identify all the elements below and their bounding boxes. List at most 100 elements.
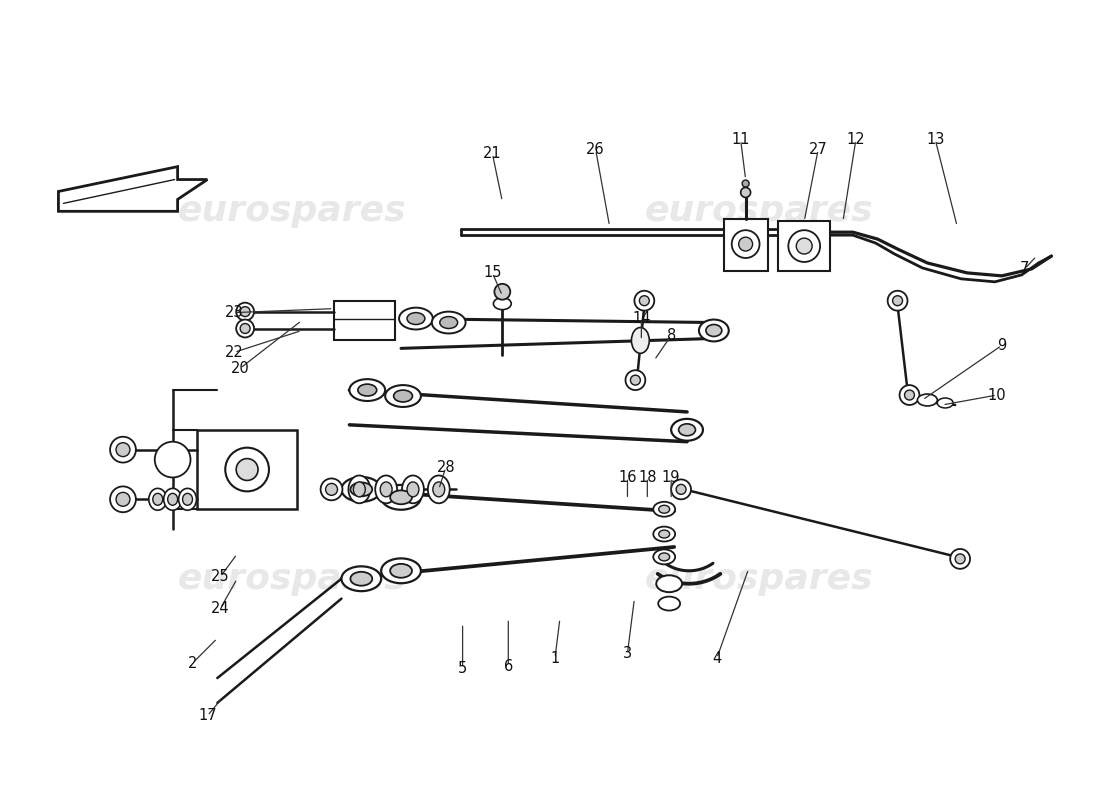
Circle shape: [950, 549, 970, 569]
Text: 1: 1: [550, 650, 560, 666]
Text: 28: 28: [437, 460, 455, 475]
Circle shape: [740, 187, 750, 198]
Text: eurospares: eurospares: [645, 562, 873, 596]
Ellipse shape: [350, 379, 385, 401]
Circle shape: [904, 390, 914, 400]
Text: 13: 13: [926, 132, 945, 147]
Ellipse shape: [394, 390, 412, 402]
Text: 5: 5: [458, 661, 468, 676]
Ellipse shape: [706, 325, 722, 337]
Text: 12: 12: [847, 132, 866, 147]
Ellipse shape: [440, 317, 458, 329]
Ellipse shape: [679, 424, 695, 436]
Circle shape: [110, 437, 136, 462]
Ellipse shape: [381, 482, 392, 497]
Ellipse shape: [658, 597, 680, 610]
Text: 6: 6: [504, 658, 513, 674]
Ellipse shape: [653, 526, 675, 542]
Text: 9: 9: [998, 338, 1006, 353]
Ellipse shape: [653, 502, 675, 517]
Circle shape: [630, 375, 640, 385]
Ellipse shape: [349, 475, 371, 503]
Ellipse shape: [178, 488, 197, 510]
Ellipse shape: [358, 384, 376, 396]
Text: eurospares: eurospares: [177, 194, 406, 228]
Circle shape: [236, 302, 254, 321]
Text: 8: 8: [667, 328, 675, 343]
Circle shape: [626, 370, 646, 390]
Ellipse shape: [399, 308, 432, 330]
Circle shape: [888, 290, 907, 310]
Ellipse shape: [385, 385, 421, 407]
Circle shape: [671, 479, 691, 499]
Ellipse shape: [148, 488, 167, 510]
Circle shape: [900, 385, 920, 405]
Text: 17: 17: [198, 708, 217, 723]
Text: 26: 26: [586, 142, 605, 158]
Ellipse shape: [351, 572, 372, 586]
Text: 18: 18: [638, 470, 657, 485]
Text: 25: 25: [211, 570, 230, 584]
Circle shape: [240, 306, 250, 317]
Text: 2: 2: [188, 656, 197, 670]
Text: 14: 14: [632, 311, 650, 326]
Ellipse shape: [153, 494, 163, 506]
Circle shape: [892, 296, 902, 306]
Circle shape: [676, 485, 686, 494]
Ellipse shape: [382, 485, 421, 510]
Text: 16: 16: [618, 470, 637, 485]
Ellipse shape: [382, 558, 421, 583]
Circle shape: [226, 448, 270, 491]
Text: eurospares: eurospares: [645, 194, 873, 228]
Ellipse shape: [164, 488, 182, 510]
Circle shape: [494, 284, 510, 300]
Circle shape: [240, 323, 250, 334]
Text: 3: 3: [623, 646, 632, 661]
Text: 20: 20: [231, 361, 250, 376]
Circle shape: [732, 230, 759, 258]
Ellipse shape: [167, 494, 177, 506]
Ellipse shape: [183, 494, 192, 506]
Ellipse shape: [407, 313, 425, 325]
Circle shape: [320, 478, 342, 500]
Bar: [333, 301, 395, 341]
Text: 19: 19: [662, 470, 681, 485]
Text: 27: 27: [808, 142, 827, 158]
Ellipse shape: [402, 475, 424, 503]
Circle shape: [110, 486, 136, 512]
Bar: [198, 430, 297, 510]
Text: 11: 11: [732, 132, 750, 147]
Ellipse shape: [659, 553, 670, 561]
Ellipse shape: [407, 482, 419, 497]
Ellipse shape: [353, 482, 365, 497]
Ellipse shape: [659, 506, 670, 514]
Bar: [724, 219, 769, 271]
Circle shape: [155, 442, 190, 478]
Ellipse shape: [341, 566, 382, 591]
Circle shape: [116, 442, 130, 457]
Bar: [779, 222, 830, 271]
Text: 7: 7: [1020, 262, 1030, 277]
Ellipse shape: [432, 312, 465, 334]
Ellipse shape: [631, 327, 649, 354]
Text: eurospares: eurospares: [177, 562, 406, 596]
Ellipse shape: [375, 475, 397, 503]
Circle shape: [955, 554, 965, 564]
Circle shape: [796, 238, 812, 254]
Circle shape: [639, 296, 649, 306]
Text: 15: 15: [483, 266, 502, 280]
Ellipse shape: [657, 575, 682, 592]
Circle shape: [742, 180, 749, 187]
Circle shape: [236, 319, 254, 338]
Text: 24: 24: [211, 601, 230, 616]
Circle shape: [326, 483, 338, 495]
Ellipse shape: [917, 394, 937, 406]
Ellipse shape: [341, 477, 382, 502]
Ellipse shape: [390, 564, 412, 578]
Text: 22: 22: [224, 345, 243, 360]
Ellipse shape: [351, 482, 372, 496]
Circle shape: [116, 492, 130, 506]
Circle shape: [789, 230, 821, 262]
Text: 21: 21: [483, 146, 502, 162]
Ellipse shape: [494, 298, 512, 310]
